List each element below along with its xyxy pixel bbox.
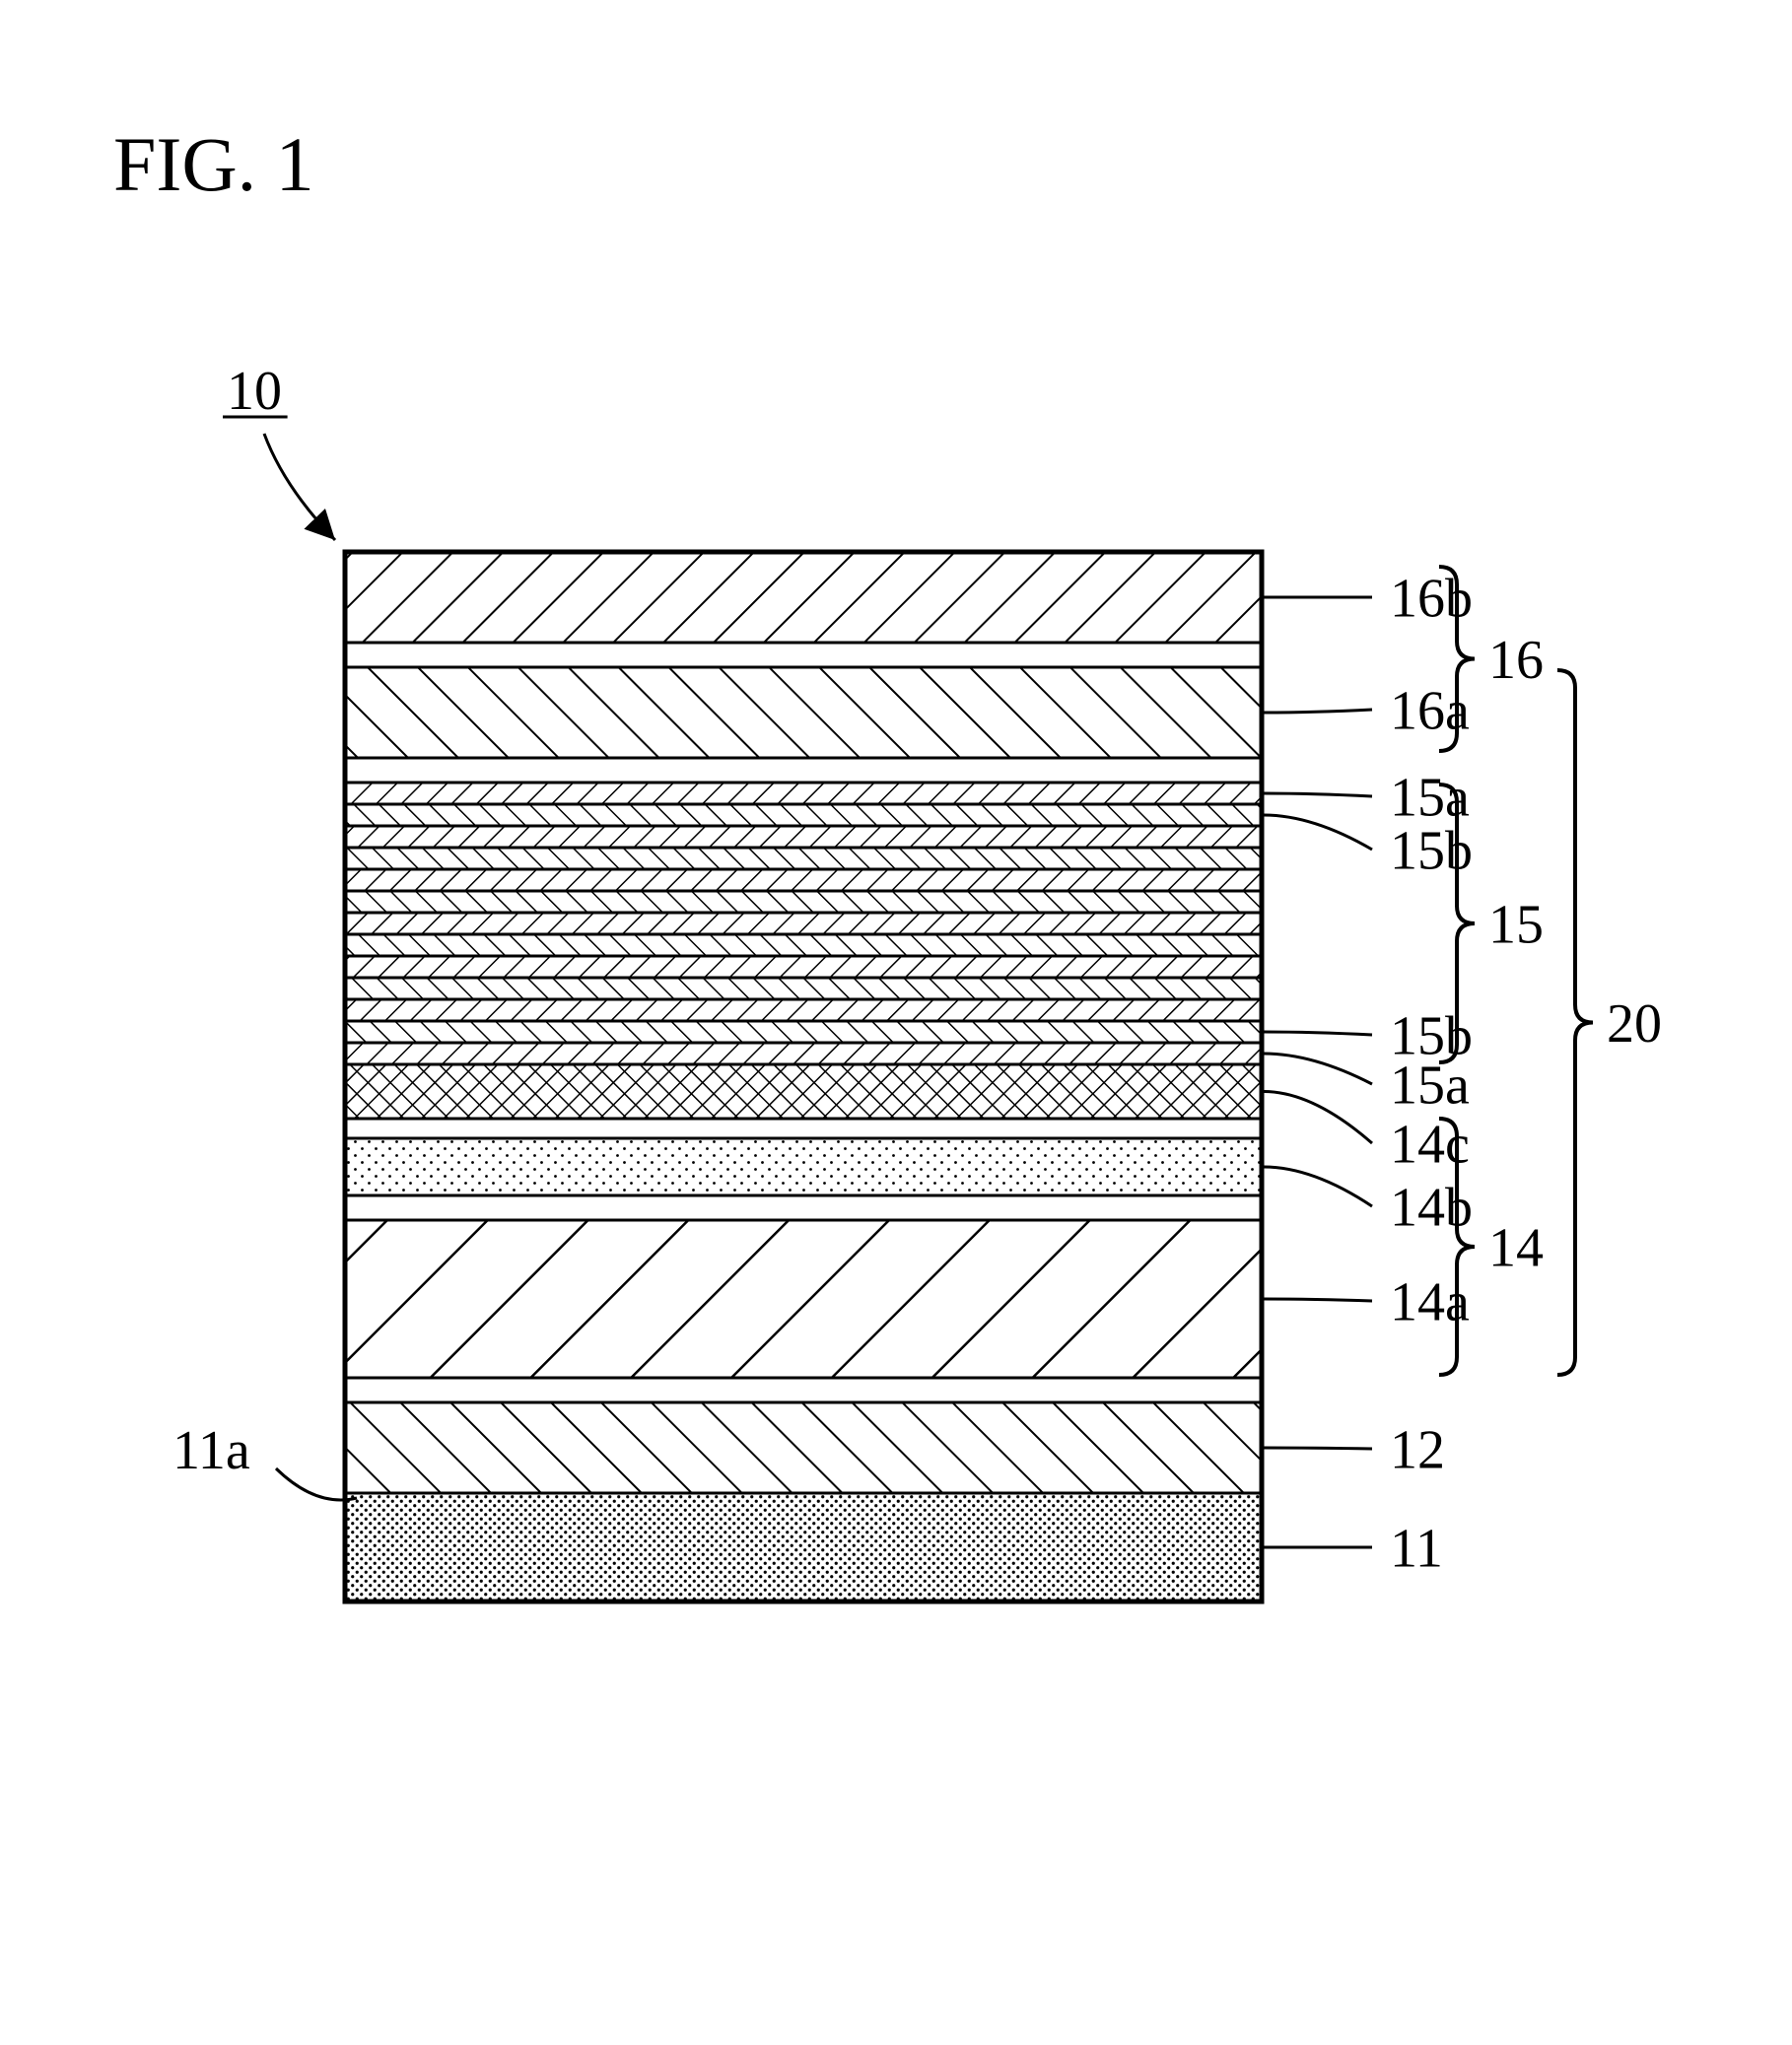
device-ref-arrow	[264, 434, 335, 540]
bracket-label-20: 20	[1607, 993, 1662, 1055]
layer-label-15b_t: 15b	[1390, 821, 1473, 882]
label-11a: 11a	[172, 1420, 250, 1481]
bracket-label-15: 15	[1488, 895, 1544, 956]
layer-label-15a_b: 15a	[1390, 1056, 1470, 1117]
layer-label-12: 12	[1390, 1420, 1445, 1481]
bracket-label-14: 14	[1488, 1218, 1544, 1279]
bracket-label-16: 16	[1488, 630, 1544, 691]
figure-title: FIG. 1	[113, 120, 314, 209]
layer-label-16b: 16b	[1390, 569, 1473, 630]
layer-stack-diagram: 16b16a15a15b15b15a14c14b14a1211161514201…	[0, 0, 1792, 2045]
layer-label-11: 11	[1390, 1519, 1443, 1580]
device-ref: 10	[227, 361, 282, 422]
layer-label-14b: 14b	[1390, 1178, 1473, 1239]
